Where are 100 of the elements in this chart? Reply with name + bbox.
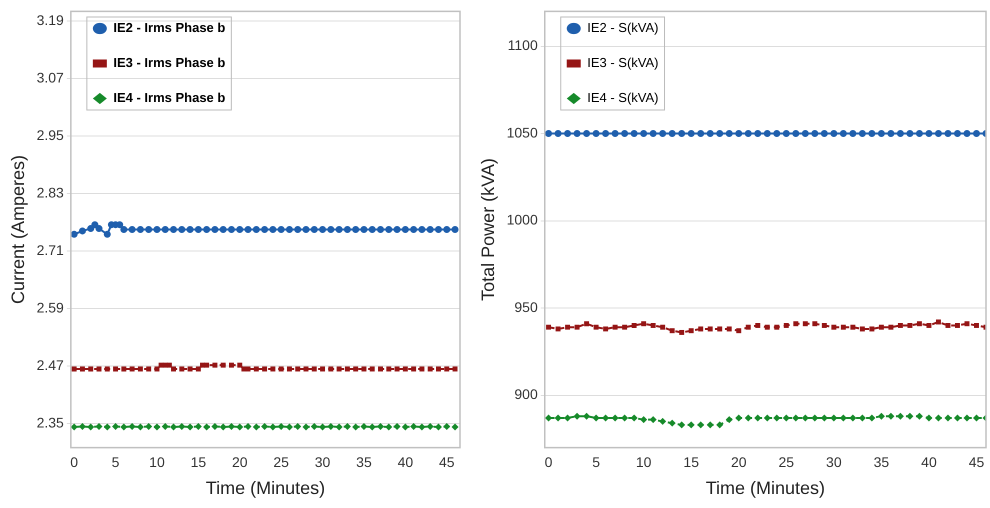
point — [650, 322, 656, 328]
y-tick-label: 2.35 — [36, 414, 64, 430]
point — [146, 366, 152, 372]
y-tick-label: 1050 — [506, 124, 538, 140]
x-tick-label: 30 — [826, 454, 842, 470]
point — [352, 423, 360, 430]
point — [896, 130, 904, 138]
point — [907, 322, 912, 328]
legend-label: IE3 - S(kVA) — [587, 55, 659, 70]
point — [310, 226, 318, 233]
point — [612, 414, 619, 422]
point — [336, 226, 343, 233]
point — [418, 423, 426, 430]
point — [679, 330, 684, 335]
point — [352, 226, 360, 233]
point — [220, 362, 226, 368]
y-tick-label: 2.47 — [36, 356, 64, 373]
point — [735, 414, 742, 422]
legend-label: IE3 - Irms Phase b — [113, 55, 226, 70]
point — [286, 226, 293, 233]
point — [887, 412, 894, 420]
point — [612, 130, 619, 138]
point — [784, 322, 789, 328]
point — [128, 423, 136, 430]
point — [963, 130, 970, 138]
point — [452, 226, 459, 233]
point — [344, 366, 350, 372]
point — [361, 366, 366, 372]
point — [96, 366, 102, 372]
point — [104, 230, 111, 238]
point — [812, 321, 818, 326]
point — [295, 366, 300, 372]
point — [196, 366, 201, 372]
point — [130, 366, 135, 372]
point — [944, 130, 952, 138]
point — [211, 423, 218, 430]
point — [237, 362, 242, 368]
point — [754, 130, 762, 138]
point — [621, 414, 628, 422]
point — [188, 366, 193, 372]
point — [954, 414, 961, 422]
point — [849, 130, 856, 138]
point — [203, 226, 210, 233]
point — [113, 366, 118, 372]
point — [830, 414, 838, 422]
point — [678, 421, 686, 428]
x-tick-label: 45 — [968, 454, 984, 470]
point — [849, 414, 856, 422]
point — [244, 423, 252, 430]
point — [270, 366, 276, 372]
point — [244, 226, 252, 233]
point — [820, 130, 828, 138]
point — [310, 423, 318, 430]
point — [319, 423, 326, 430]
point — [80, 366, 85, 372]
point — [764, 130, 771, 138]
point — [418, 226, 426, 233]
point — [612, 324, 618, 330]
point — [112, 423, 120, 430]
point — [831, 324, 836, 330]
point — [726, 130, 733, 138]
point — [360, 226, 368, 233]
point — [735, 130, 742, 138]
point — [278, 226, 285, 233]
point — [888, 324, 894, 330]
point — [385, 423, 392, 430]
x-tick-label: 0 — [544, 454, 553, 470]
point — [328, 366, 334, 372]
point — [368, 423, 376, 430]
y-tick-label: 950 — [514, 298, 538, 315]
point — [945, 322, 950, 328]
x-tick-label: 20 — [730, 454, 747, 470]
point — [887, 130, 894, 138]
y-tick-label: 1000 — [506, 212, 538, 228]
point — [906, 412, 914, 420]
point — [868, 414, 876, 422]
point — [88, 366, 94, 372]
point — [286, 366, 292, 372]
point — [744, 130, 752, 138]
point — [640, 130, 648, 138]
y-tick-label: 2.95 — [36, 126, 64, 143]
point — [178, 226, 186, 233]
point — [443, 226, 450, 233]
point — [840, 324, 846, 330]
point — [622, 324, 628, 330]
point — [327, 226, 334, 233]
point — [925, 414, 932, 422]
point — [688, 421, 695, 428]
point — [802, 414, 809, 422]
point — [452, 366, 458, 372]
point — [228, 226, 235, 233]
point — [564, 130, 572, 138]
point — [170, 226, 178, 233]
point — [583, 130, 590, 138]
point — [954, 322, 960, 328]
point — [688, 130, 695, 138]
point — [850, 324, 856, 330]
point — [858, 130, 866, 138]
point — [229, 362, 234, 368]
point — [320, 366, 326, 372]
